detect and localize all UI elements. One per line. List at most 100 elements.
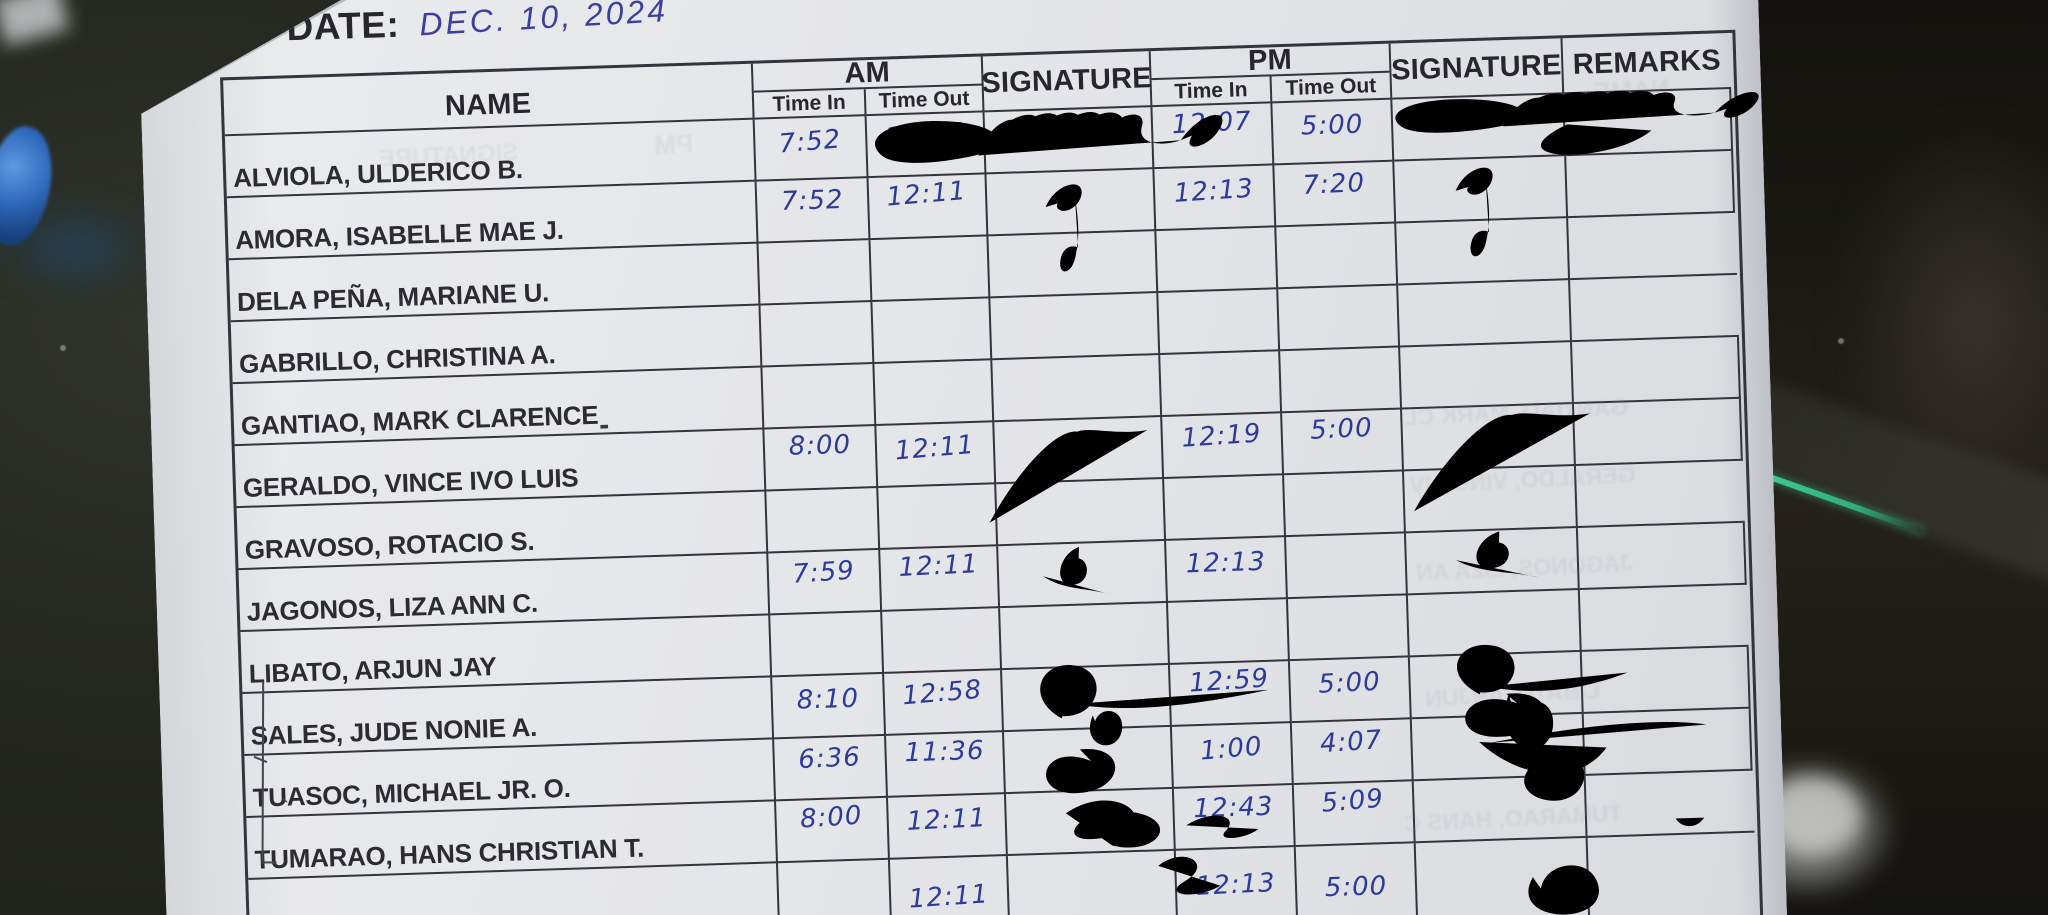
attendance-sheet-paper: DATE: DEC. 10, 2024 NAME AM SIGNATURE PM… xyxy=(136,0,1791,915)
am-signature-cell xyxy=(985,107,1155,174)
am-time-in-value xyxy=(760,352,875,421)
am-signature-cell xyxy=(1002,665,1172,732)
dust-speck xyxy=(1838,338,1844,344)
blue-object-reflection xyxy=(0,200,154,295)
am-signature-cell xyxy=(992,355,1162,422)
pm-time-in-value xyxy=(1159,344,1280,410)
date-line: DATE: DEC. 10, 2024 xyxy=(286,0,669,49)
pm-time-in-value: 12:13 xyxy=(1185,546,1267,580)
pm-time-in-cell: 12:13 xyxy=(1176,847,1299,915)
person-name: LIBATO, ARJUN JAY xyxy=(248,651,497,689)
am-time-out-value: 12:11 xyxy=(893,429,976,467)
pm-time-out-value xyxy=(1288,583,1408,647)
am-time-in-value: 6:36 xyxy=(797,742,862,776)
am-signature-cell xyxy=(1000,603,1170,670)
person-name: GERALDO, VINCE IVO LUIS xyxy=(242,462,579,503)
pm-time-out-value xyxy=(1276,277,1399,347)
am-time-out-value: 12:11 xyxy=(907,878,990,915)
am-time-in-value xyxy=(757,227,870,292)
table-body: ALVIOLA, ULDERICO B. 7:52 12:05 12:07 5:… xyxy=(225,89,1761,915)
pm-signature-cell xyxy=(1408,590,1582,657)
pm-time-in-value xyxy=(1154,215,1277,285)
ghost-text: PM xyxy=(653,128,695,161)
am-time-out-value xyxy=(870,230,988,294)
am-time-out-cell: 12:11 xyxy=(890,856,1011,915)
am-time-out-value: 12:11 xyxy=(897,549,980,584)
person-name: GABRILLO, CHRISTINA A. xyxy=(238,339,556,379)
person-name: AMORA, ISABELLE MAE J. xyxy=(234,214,564,256)
pm-time-in-value xyxy=(1167,589,1288,655)
person-name: DELA PEÑA, MARIANE U. xyxy=(236,277,550,317)
am-signature-cell xyxy=(988,231,1158,298)
am-signature-cell xyxy=(1006,789,1176,856)
pm-signature-cell xyxy=(1394,156,1568,223)
pm-time-in-value: 12:43 xyxy=(1193,791,1274,825)
am-time-out-value: 12:58 xyxy=(901,674,984,712)
am-signature-cell xyxy=(986,169,1156,236)
am-time-out-value: 12:11 xyxy=(885,176,968,213)
pm-signature-cell xyxy=(1412,714,1586,781)
am-signature-cell xyxy=(1008,851,1179,915)
ghost-text: NAME xyxy=(1592,73,1671,107)
pm-time-in-value: 12:59 xyxy=(1188,663,1270,699)
header-signature-pm: SIGNATURE xyxy=(1391,38,1565,99)
am-time-out-value: 11:36 xyxy=(904,735,986,769)
pm-signature-cell xyxy=(1416,838,1591,915)
remarks-cell xyxy=(1566,151,1735,218)
remarks-cell xyxy=(1582,647,1751,714)
am-time-in-value: 8:00 xyxy=(788,429,852,462)
pm-time-in-value: 1:00 xyxy=(1198,731,1264,767)
am-signature-cell xyxy=(994,417,1164,484)
pm-time-out-value: 5:09 xyxy=(1320,783,1386,819)
corner-light-patch xyxy=(0,0,70,46)
pm-time-out-value xyxy=(1275,210,1397,278)
pm-time-out-value: 7:20 xyxy=(1301,167,1366,201)
pm-time-out-value: 5:00 xyxy=(1309,412,1374,446)
pm-time-in-value: 12:07 xyxy=(1171,106,1253,141)
am-signature-cell xyxy=(996,479,1166,546)
remarks-cell xyxy=(1588,833,1758,915)
am-time-out-value: 12:11 xyxy=(905,803,988,837)
am-time-out-value xyxy=(878,475,996,539)
margin-pen-mark: ` xyxy=(280,793,291,824)
am-time-in-value: 7:52 xyxy=(777,124,843,160)
pm-time-out-cell: 5:00 xyxy=(1296,843,1419,915)
am-time-in-value: 7:59 xyxy=(791,555,856,590)
pm-signature-cell xyxy=(1398,280,1572,347)
header-signature-am: SIGNATURE xyxy=(983,51,1153,112)
pm-time-out-value: 5:00 xyxy=(1324,870,1388,903)
remarks-cell xyxy=(1568,213,1737,280)
am-time-out-value xyxy=(881,600,1001,668)
pm-time-in-value: 12:13 xyxy=(1195,867,1277,902)
am-time-in-value xyxy=(766,481,879,546)
am-time-in-value xyxy=(775,851,893,915)
am-time-in-value: 8:00 xyxy=(799,800,864,835)
pm-time-out-value: 5:00 xyxy=(1317,666,1382,700)
remarks-cell xyxy=(1570,275,1739,342)
pm-signature-cell xyxy=(1396,218,1570,285)
pm-time-out-value xyxy=(1283,463,1405,531)
person-name: TUASOC, MICHAEL JR. O. xyxy=(252,772,571,813)
dust-speck xyxy=(60,345,66,351)
pm-signature-cell xyxy=(1392,94,1566,161)
date-value-handwritten: DEC. 10, 2024 xyxy=(418,0,670,43)
am-time-out-value xyxy=(871,288,990,354)
am-signature-cell xyxy=(1004,727,1174,794)
pm-time-in-value xyxy=(1158,277,1278,341)
pm-time-out-value xyxy=(1280,339,1400,403)
remarks-cell xyxy=(1580,585,1749,652)
am-time-out-value xyxy=(873,346,993,414)
pm-time-in-value xyxy=(1162,460,1285,530)
person-name: SALES, JUDE NONIE A. xyxy=(250,711,538,751)
pm-time-out-value: 4:07 xyxy=(1319,725,1384,760)
person-name: GRAVOSO, ROTACIO S. xyxy=(244,525,535,565)
person-name: JAGONOS, LIZA ANN C. xyxy=(246,587,539,627)
am-signature-cell xyxy=(990,293,1160,360)
pm-time-out-value xyxy=(1284,521,1407,591)
am-time-in-value: 7:52 xyxy=(780,184,844,217)
am-time-in-cell xyxy=(778,860,893,915)
am-signature-cell xyxy=(998,541,1168,608)
date-label: DATE: xyxy=(285,3,400,49)
am-time-in-value: 8:10 xyxy=(796,683,860,716)
